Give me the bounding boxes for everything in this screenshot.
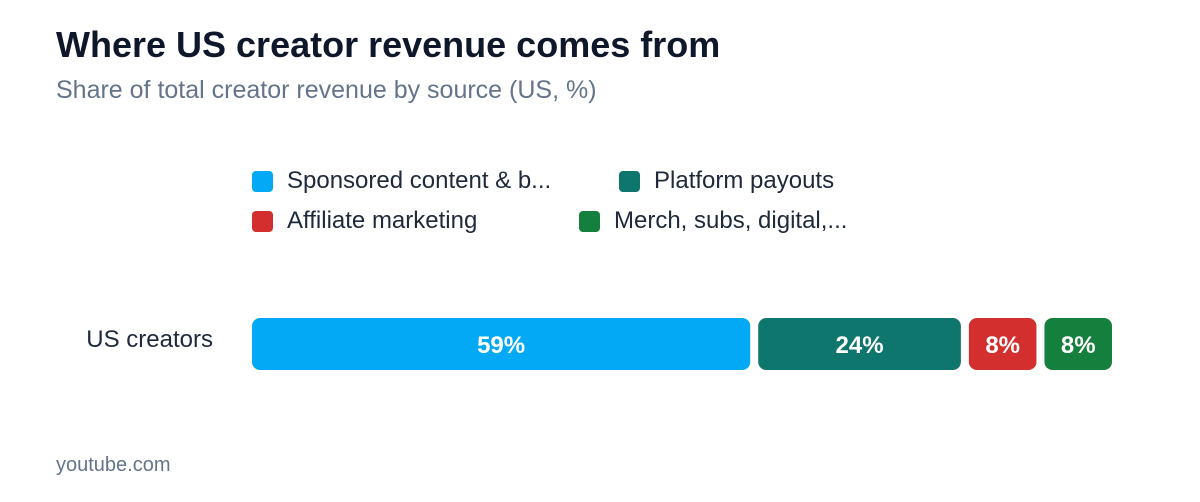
data-label-platform: 24%	[836, 332, 884, 359]
legend-label-platform: Platform payouts	[654, 167, 835, 194]
legend-label-sponsored: Sponsored content & b...	[287, 167, 552, 194]
legend-label-affiliate: Affiliate marketing	[287, 207, 478, 234]
data-label-affiliate: 8%	[985, 332, 1020, 359]
chart-legend: Sponsored content & b... Platform payout…	[252, 166, 912, 246]
bar-segment-platform	[758, 318, 961, 370]
data-label-sponsored: 59%	[477, 332, 525, 359]
bar-segment-sponsored	[252, 318, 751, 370]
bar-segment-merch	[1044, 318, 1112, 370]
data-label-merch: 8%	[1061, 332, 1096, 359]
legend-item-sponsored: Sponsored content & b...	[252, 166, 551, 196]
legend-label-merch: Merch, subs, digital,...	[614, 207, 848, 234]
chart-title: Where US creator revenue comes from	[56, 24, 721, 65]
legend-swatch-affiliate	[252, 210, 273, 232]
source-label: youtube.com	[56, 454, 171, 476]
legend-item-platform: Platform payouts	[619, 166, 834, 196]
legend-item-merch: Merch, subs, digital,...	[579, 206, 847, 236]
bar-segment-affiliate	[968, 318, 1037, 370]
legend-swatch-merch	[579, 210, 600, 232]
category-label-us-creators: US creators	[86, 326, 213, 353]
legend-swatch-sponsored	[252, 170, 273, 192]
legend-swatch-platform	[619, 170, 640, 192]
chart-subtitle: Share of total creator revenue by source…	[56, 76, 597, 104]
legend-item-affiliate: Affiliate marketing	[252, 206, 477, 236]
